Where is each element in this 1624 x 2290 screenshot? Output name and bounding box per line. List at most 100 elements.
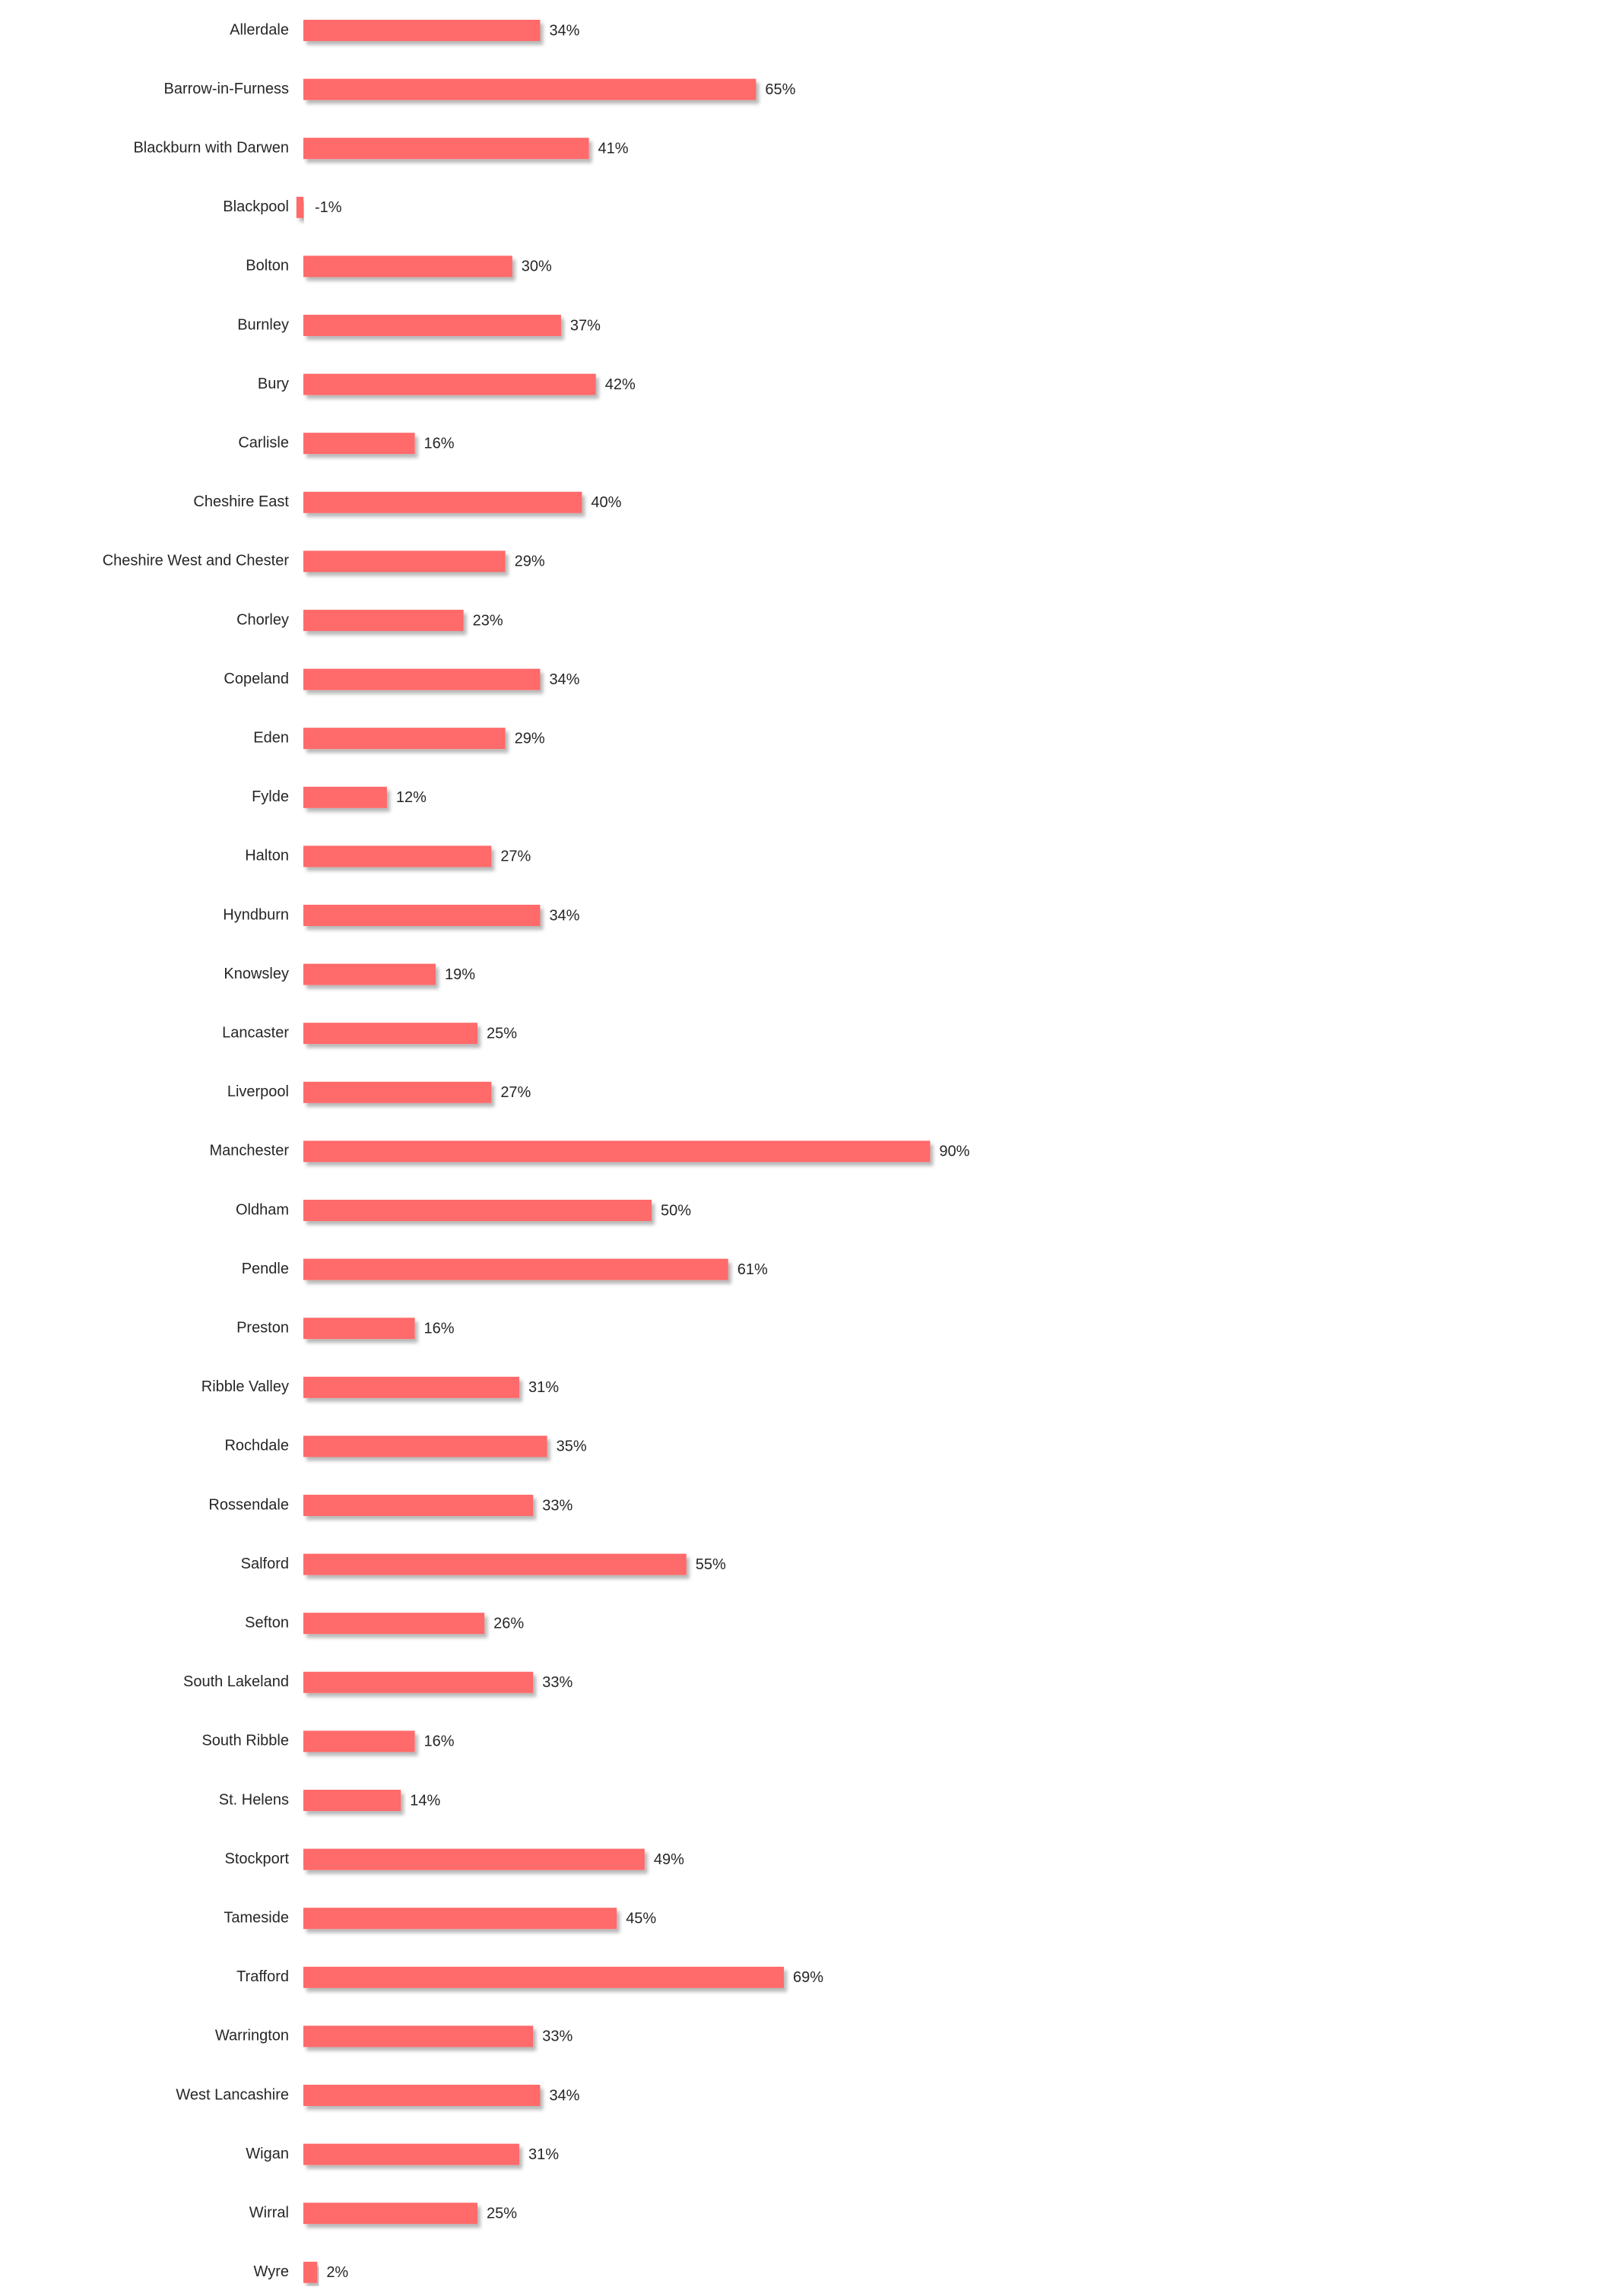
data-label-rossendale: 33%: [542, 1497, 573, 1514]
bar-south-ribble: [303, 1730, 415, 1752]
bar-copeland: [303, 668, 541, 690]
category-label-eden: Eden: [253, 729, 289, 746]
data-label-manchester: 90%: [939, 1143, 969, 1160]
data-label-fylde: 12%: [396, 789, 427, 806]
data-label-barrow-in-furness: 65%: [765, 81, 795, 98]
bar-rochdale: [303, 1435, 547, 1457]
category-label-wigan: Wigan: [246, 2146, 289, 2162]
category-label-cheshire-west-and-chester: Cheshire West and Chester: [103, 553, 290, 569]
bar-chorley: [303, 610, 464, 631]
data-label-carlisle: 16%: [424, 435, 455, 452]
bar-blackburn-with-darwen: [303, 138, 589, 160]
bar-stockport: [303, 1848, 645, 1870]
data-label-wigan: 31%: [528, 2146, 559, 2163]
category-label-sefton: Sefton: [245, 1614, 289, 1631]
data-label-allerdale: 34%: [549, 22, 579, 39]
bar-eden: [303, 728, 506, 750]
category-label-rochdale: Rochdale: [224, 1438, 289, 1454]
data-label-tameside: 45%: [626, 1910, 656, 1927]
data-label-halton: 27%: [500, 848, 531, 865]
category-labels: Allerdale Barrow-in-Furness Blackburn with…: [103, 21, 290, 2280]
bar-manchester: [303, 1140, 931, 1162]
data-label-cheshire-east: 40%: [591, 494, 621, 511]
data-label-bolton: 30%: [522, 258, 552, 275]
data-label-eden: 29%: [515, 730, 545, 747]
data-label-sefton: 26%: [493, 1615, 524, 1632]
bar-hyndburn: [303, 905, 541, 926]
data-label-wirral: 25%: [487, 2205, 517, 2222]
data-label-oldham: 50%: [661, 1202, 691, 1219]
category-label-blackburn-with-darwen: Blackburn with Darwen: [133, 139, 289, 156]
category-label-knowsley: Knowsley: [224, 966, 289, 982]
bar-west-lancashire: [303, 2085, 541, 2106]
bars: [296, 20, 931, 2283]
data-label-st-helens: 14%: [410, 1792, 440, 1809]
category-label-pendle: Pendle: [242, 1261, 289, 1277]
bar-wigan: [303, 2143, 519, 2165]
category-label-bury: Bury: [258, 376, 289, 392]
data-label-knowsley: 19%: [445, 966, 475, 983]
bar-allerdale: [303, 20, 541, 41]
value-labels: 34% 65% 41% -1% 30% 37% 42% 16% 40% 29% 23% 34% 29% 1…: [315, 22, 970, 2281]
data-label-stockport: 49%: [654, 1851, 684, 1868]
bar-pendle: [303, 1258, 728, 1280]
category-label-salford: Salford: [241, 1556, 289, 1572]
data-label-liverpool: 27%: [500, 1084, 531, 1101]
bar-bury: [303, 373, 596, 395]
data-label-trafford: 69%: [793, 1969, 823, 1986]
data-label-warrington: 33%: [542, 2028, 573, 2045]
category-label-lancaster: Lancaster: [222, 1024, 289, 1041]
bar-tameside: [303, 1908, 617, 1930]
bar-preston: [303, 1318, 415, 1340]
category-label-oldham: Oldham: [236, 1201, 289, 1218]
category-label-liverpool: Liverpool: [227, 1083, 289, 1100]
data-label-ribble-valley: 31%: [528, 1379, 559, 1396]
bar-south-lakeland: [303, 1671, 534, 1693]
bar-lancaster: [303, 1023, 477, 1045]
data-label-wyre: 2%: [326, 2264, 348, 2281]
category-label-south-ribble: South Ribble: [201, 1733, 289, 1749]
bar-burnley: [303, 315, 561, 336]
bar-fylde: [303, 786, 387, 808]
data-label-bury: 42%: [605, 376, 636, 393]
bar-sefton: [303, 1613, 485, 1635]
bar-st-helens: [303, 1790, 401, 1811]
data-label-chorley: 23%: [473, 612, 503, 629]
bar-warrington: [303, 2025, 534, 2047]
category-label-preston: Preston: [236, 1319, 289, 1336]
category-label-st-helens: St. Helens: [219, 1791, 289, 1808]
category-label-trafford: Trafford: [236, 1968, 289, 1985]
data-label-burnley: 37%: [570, 317, 601, 334]
data-label-south-ribble: 16%: [424, 1733, 455, 1750]
bar-ribble-valley: [303, 1376, 519, 1398]
bar-rossendale: [303, 1495, 534, 1516]
category-label-blackpool: Blackpool: [223, 198, 289, 215]
category-label-stockport: Stockport: [225, 1851, 290, 1867]
category-label-fylde: Fylde: [252, 788, 289, 805]
bar-oldham: [303, 1200, 652, 1221]
bar-blackpool: [296, 196, 303, 218]
data-label-preston: 16%: [424, 1320, 455, 1337]
category-label-copeland: Copeland: [224, 671, 289, 687]
category-label-barrow-in-furness: Barrow-in-Furness: [164, 81, 289, 97]
data-label-lancaster: 25%: [487, 1025, 517, 1042]
category-label-carlisle: Carlisle: [238, 434, 289, 451]
data-label-copeland: 34%: [549, 671, 579, 688]
data-label-salford: 55%: [696, 1556, 726, 1573]
category-label-chorley: Chorley: [236, 611, 289, 628]
data-label-rochdale: 35%: [557, 1438, 587, 1455]
data-label-blackpool: -1%: [315, 199, 342, 216]
category-label-hyndburn: Hyndburn: [223, 906, 289, 923]
category-label-rossendale: Rossendale: [208, 1496, 289, 1513]
category-label-ribble-valley: Ribble Valley: [201, 1378, 289, 1395]
category-label-wyre: Wyre: [254, 2263, 289, 2280]
data-label-west-lancashire: 34%: [549, 2087, 579, 2104]
category-label-burnley: Burnley: [237, 316, 289, 333]
category-label-west-lancashire: West Lancashire: [176, 2086, 289, 2103]
bar-cheshire-east: [303, 491, 582, 513]
category-label-halton: Halton: [245, 848, 289, 864]
category-label-allerdale: Allerdale: [230, 21, 289, 38]
data-label-hyndburn: 34%: [549, 907, 579, 924]
